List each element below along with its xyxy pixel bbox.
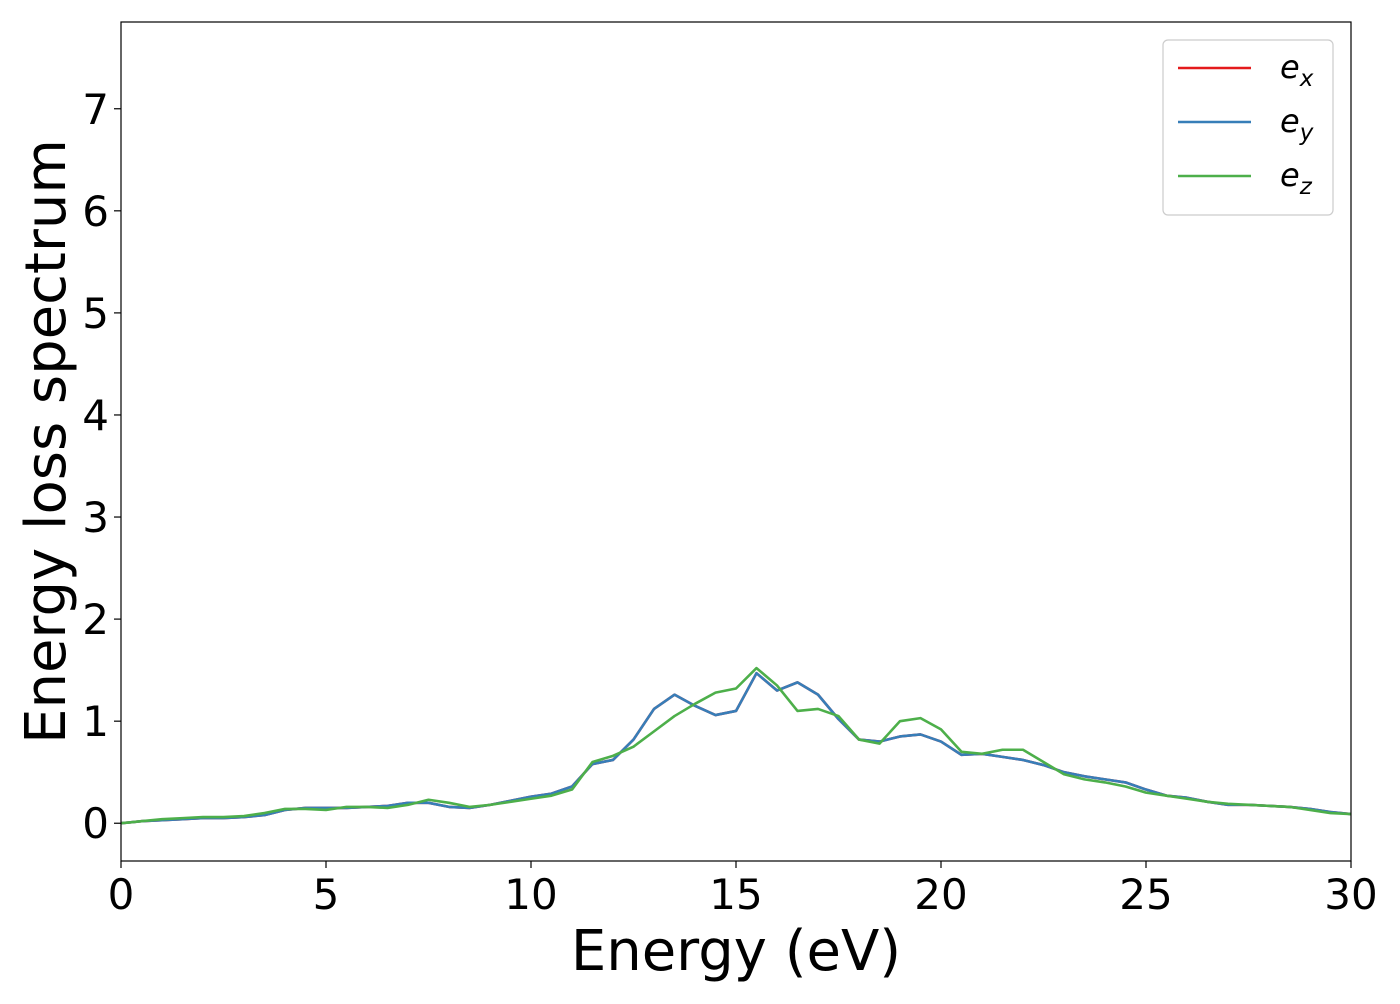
x-axis-label: Energy (eV) [571, 919, 901, 984]
x-tick-label: 10 [504, 870, 557, 919]
x-ticks: 0 5 10 15 20 25 30 [108, 861, 1378, 919]
y-tick-label: 3 [82, 493, 109, 542]
y-tick-label: 2 [82, 595, 109, 644]
y-tick-label: 4 [82, 391, 109, 440]
series-line-y [121, 671, 1351, 825]
x-tick-label: 20 [914, 870, 967, 919]
x-tick-label: 25 [1119, 870, 1172, 919]
x-tick-label: 0 [108, 870, 135, 919]
x-tick-label: 5 [313, 870, 340, 919]
series-layer [121, 666, 1351, 825]
y-tick-label: 1 [82, 697, 109, 746]
series-line-x [121, 671, 1351, 825]
y-tick-label: 0 [82, 799, 109, 848]
x-tick-label: 15 [709, 870, 762, 919]
y-tick-label: 5 [82, 289, 109, 338]
y-axis-label: Energy loss spectrum [14, 139, 79, 744]
legend-box [1162, 39, 1334, 216]
y-tick-label: 6 [82, 187, 109, 236]
legend-label-y: ey [1280, 102, 1314, 146]
legend-label-x: ex [1280, 48, 1314, 92]
series-line-z [121, 666, 1351, 825]
x-tick-label: 30 [1324, 870, 1377, 919]
y-ticks: 0 1 2 3 4 5 6 7 [82, 85, 121, 848]
y-tick-label: 7 [82, 85, 109, 134]
